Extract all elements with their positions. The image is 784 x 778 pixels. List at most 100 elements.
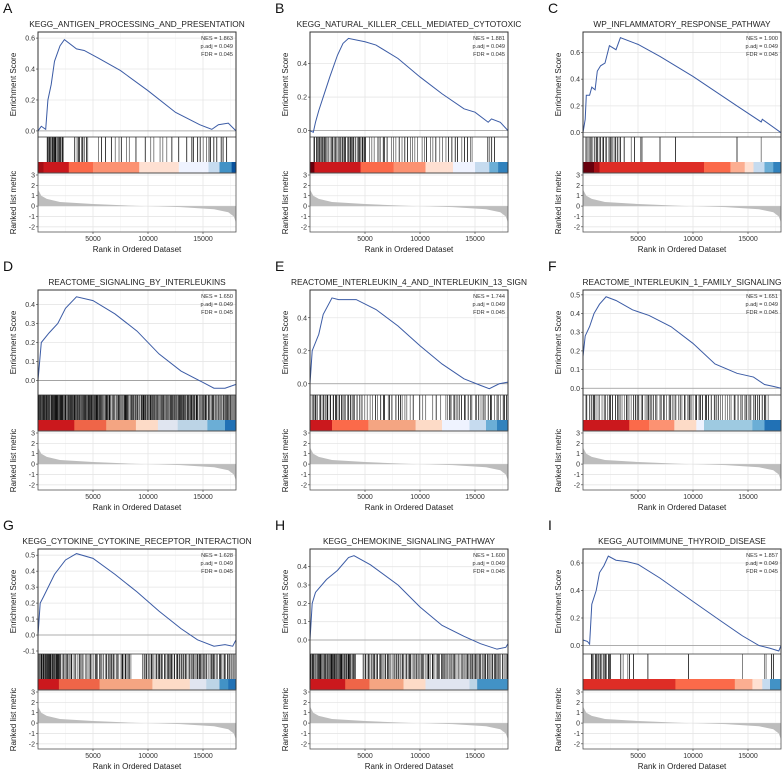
- ranked-tick-label: 2: [303, 183, 307, 190]
- ranked-tick-label: 3: [31, 431, 35, 438]
- y-tick-label: 0.3: [297, 583, 307, 590]
- fdr-label: FDR = 0.045: [746, 569, 778, 575]
- y-axis-label-es: Enrichment Score: [9, 310, 18, 374]
- ranked-tick-label: -2: [301, 482, 307, 489]
- x-axis-label: Rank in Ordered Dataset: [638, 762, 727, 771]
- ranked-tick-label: 1: [31, 451, 35, 458]
- x-axis-label: Rank in Ordered Dataset: [93, 762, 182, 771]
- gsea-panel-b: B KEGG_NATURAL_KILLER_CELL_MEDIATED_CYTOT…: [272, 0, 522, 258]
- rank-heatmap-segment: [38, 679, 60, 690]
- rank-heatmap-segment: [696, 420, 705, 431]
- ranked-tick-label: -2: [574, 224, 580, 231]
- rank-heatmap-segment: [583, 679, 676, 690]
- ranked-tick-label: 0: [31, 462, 35, 469]
- y-tick-label: 0.0: [570, 643, 580, 650]
- x-axis-label: Rank in Ordered Dataset: [365, 762, 454, 771]
- rank-heatmap-segment: [106, 420, 137, 431]
- enrichment-score-curve: [582, 555, 782, 652]
- ranked-tick-label: -1: [301, 472, 307, 479]
- y-tick-label: 0.2: [570, 348, 580, 355]
- rank-heatmap-segment: [93, 162, 140, 173]
- nes-label: NES = 1.650: [201, 294, 233, 300]
- x-tick-label: 15000: [193, 236, 213, 243]
- rank-heatmap-segment: [135, 420, 159, 431]
- y-tick-label: 0.0: [297, 128, 307, 135]
- nes-label: NES = 1.600: [473, 553, 505, 559]
- y-tick-label: 0.4: [570, 311, 580, 318]
- gsea-panel-e: E REACTOME_INTERLEUKIN_4_AND_INTERLEUKIN_…: [272, 258, 527, 516]
- y-tick-label: 0.0: [25, 128, 35, 135]
- rank-heatmap-segment: [58, 679, 100, 690]
- y-axis-label-ranked: Ranked list metric: [9, 688, 18, 752]
- rank-heatmap-segment: [583, 420, 630, 431]
- plot-title: REACTOME_INTERLEUKIN_1_FAMILY_SIGNALING: [583, 277, 782, 287]
- ranked-tick-label: -1: [29, 472, 35, 479]
- gsea-plot: REACTOME_SIGNALING_BY_INTERLEUKINS 0.0 0.1…: [9, 277, 237, 512]
- ranked-tick-label: 1: [303, 451, 307, 458]
- nes-label: NES = 1.881: [473, 36, 505, 42]
- rank-heatmap-segment: [477, 679, 509, 690]
- rank-heatmap-segment: [770, 679, 782, 690]
- ranked-plot-border: [309, 172, 509, 233]
- x-tick-label: 15000: [738, 753, 758, 760]
- y-tick-label: 0.0: [297, 381, 307, 388]
- plot-title: KEGG_NATURAL_KILLER_CELL_MEDIATED_CYTOTO…: [297, 19, 522, 29]
- ranked-tick-label: 0: [576, 204, 580, 211]
- padj-label: p.adj = 0.049: [200, 44, 233, 50]
- y-tick-label: 0.4: [297, 61, 307, 68]
- ranked-metric-area: [310, 189, 508, 223]
- enrichment-score-curve: [309, 555, 509, 650]
- x-tick-label: 10000: [683, 236, 703, 243]
- ranked-plot-border: [37, 172, 237, 233]
- y-axis-label-ranked: Ranked list metric: [281, 171, 290, 235]
- gsea-plot: KEGG_CHEMOKINE_SIGNALING_PATHWAY 0.0 0.1 0.…: [281, 536, 509, 771]
- rank-heatmap-segment: [629, 420, 650, 431]
- y-axis-label-es: Enrichment Score: [9, 52, 18, 116]
- ranked-tick-label: 2: [31, 441, 35, 448]
- y-tick-label: 0.0: [25, 378, 35, 385]
- gsea-panel-i: I KEGG_AUTOIMMUNE_THYROID_DISEASE 0.0 0.2 0.…: [545, 517, 784, 775]
- ranked-tick-label: -1: [29, 214, 35, 221]
- rank-heatmap-segment: [734, 679, 753, 690]
- y-tick-label: 0.1: [25, 359, 35, 366]
- gsea-plot: KEGG_NATURAL_KILLER_CELL_MEDIATED_CYTOTO…: [281, 19, 522, 254]
- x-tick-label: 15000: [738, 236, 758, 243]
- y-tick-label: 0.2: [25, 340, 35, 347]
- ranked-tick-label: 3: [576, 690, 580, 697]
- y-tick-label: 0.3: [570, 330, 580, 337]
- ranked-tick-label: -1: [574, 214, 580, 221]
- rank-heatmap-segment: [219, 679, 229, 690]
- rank-heatmap-segment: [489, 162, 499, 173]
- rank-heatmap-segment: [228, 679, 237, 690]
- rank-heatmap-segment: [208, 162, 220, 173]
- ranked-tick-label: 0: [303, 462, 307, 469]
- rank-heatmap-segment: [345, 679, 370, 690]
- rank-heatmap-segment: [498, 162, 509, 173]
- y-tick-label: 0.2: [297, 95, 307, 102]
- ranked-metric-area: [583, 447, 781, 481]
- enrichment-score-curve: [582, 296, 782, 389]
- x-tick-label: 10000: [410, 494, 430, 501]
- rank-heatmap-segment: [752, 679, 763, 690]
- ranked-tick-label: 2: [31, 700, 35, 707]
- rank-heatmap-segment: [38, 162, 44, 173]
- y-tick-label: 0.2: [297, 348, 307, 355]
- gsea-plot: KEGG_AUTOIMMUNE_THYROID_DISEASE 0.0 0.2 0.4…: [554, 536, 782, 771]
- ranked-tick-label: -1: [29, 731, 35, 738]
- padj-label: p.adj = 0.049: [745, 44, 778, 50]
- ranked-tick-label: -2: [574, 741, 580, 748]
- y-tick-label: 0.5: [25, 553, 35, 560]
- panel-letter: E: [275, 258, 285, 274]
- nes-label: NES = 1.900: [746, 36, 778, 42]
- gsea-plot: REACTOME_INTERLEUKIN_1_FAMILY_SIGNALING 0…: [554, 277, 782, 512]
- x-tick-label: 10000: [410, 236, 430, 243]
- ranked-metric-area: [310, 447, 508, 481]
- rank-heatmap-segment: [730, 162, 745, 173]
- x-tick-label: 10000: [138, 753, 158, 760]
- plot-title: REACTOME_SIGNALING_BY_INTERLEUKINS: [48, 277, 226, 287]
- y-tick-label: 0.3: [25, 321, 35, 328]
- ranked-plot-border: [582, 430, 782, 491]
- y-tick-label: -0.1: [23, 649, 35, 656]
- rank-heatmap-segment: [403, 679, 426, 690]
- ranked-tick-label: -1: [574, 472, 580, 479]
